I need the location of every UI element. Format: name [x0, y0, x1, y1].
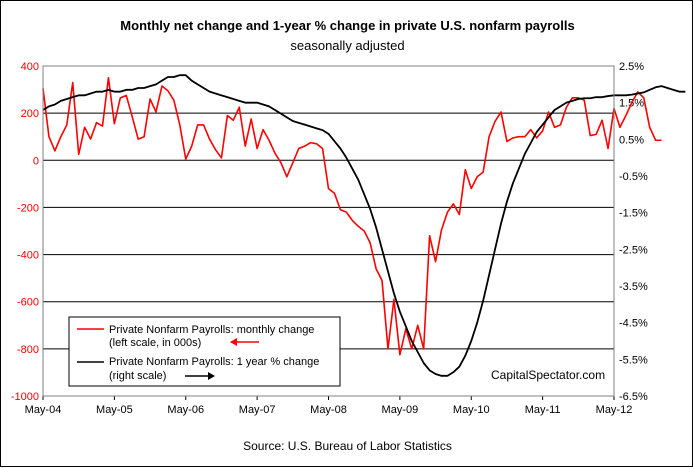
- chart-source: Source: U.S. Bureau of Labor Statistics: [243, 439, 452, 453]
- right-tick-label: 0.5%: [619, 134, 644, 146]
- right-tick-label: 2.5%: [619, 61, 644, 73]
- watermark: CapitalSpectator.com: [491, 368, 605, 382]
- x-tick-label: May-11: [525, 404, 561, 416]
- x-tick-label: May-07: [239, 404, 276, 416]
- left-tick-label: 200: [21, 108, 39, 120]
- right-tick-label: -4.5%: [619, 318, 648, 330]
- x-axis-ticks: May-04 May-05 May-06 May-07 May-08 May-09 May-…: [25, 396, 633, 416]
- right-axis-labels: 2.5%1.5%0.5%-0.5%-1.5%-2.5%-3.5%-4.5%-5.…: [619, 61, 648, 403]
- left-tick-label: 0: [33, 155, 39, 167]
- left-tick-label: 400: [21, 61, 39, 73]
- legend-label-monthly: Private Nonfarm Payrolls: monthly change: [109, 324, 314, 336]
- legend-arrow-right-head: [208, 372, 215, 380]
- legend-arrow-left-head: [230, 338, 237, 346]
- plot-area-border: [42, 65, 615, 397]
- x-tick-label: May-10: [453, 404, 490, 416]
- series-lines: [42, 74, 686, 377]
- left-tick-label: -600: [17, 297, 39, 309]
- x-tick-label: May-04: [25, 404, 62, 416]
- left-axis-labels: 400 200 0 -200 -400 -600 -800 -1000: [11, 61, 39, 403]
- x-tick-label: May-08: [310, 404, 347, 416]
- x-tick-label: May-12: [596, 404, 633, 416]
- left-tick-label: -1000: [11, 391, 39, 403]
- legend: Private Nonfarm Payrolls: monthly change…: [68, 316, 341, 387]
- series-line-monthly-change: [42, 76, 662, 356]
- right-tick-label: -6.5%: [619, 391, 648, 403]
- legend-note-yoy: (right scale): [109, 370, 166, 382]
- left-tick-label: -400: [17, 250, 39, 262]
- chart-title: Monthly net change and 1-year % change i…: [120, 18, 575, 33]
- series-line-yoy-change: [42, 74, 686, 377]
- x-tick-label: May-09: [382, 404, 419, 416]
- x-tick-label: May-06: [167, 404, 204, 416]
- left-tick-label: -800: [17, 344, 39, 356]
- right-tick-label: -3.5%: [619, 281, 648, 293]
- right-tick-label: -1.5%: [619, 208, 648, 220]
- right-tick-label: -0.5%: [619, 171, 648, 183]
- chart-subtitle: seasonally adjusted: [290, 38, 405, 53]
- right-tick-label: -2.5%: [619, 244, 648, 256]
- x-tick-label: May-05: [96, 404, 133, 416]
- right-tick-label: -5.5%: [619, 354, 648, 366]
- legend-note-monthly: (left scale, in 000s): [109, 337, 201, 349]
- left-tick-label: -200: [17, 202, 39, 214]
- legend-label-yoy: Private Nonfarm Payrolls: 1 year % chang…: [109, 356, 319, 368]
- legend-box: [68, 316, 341, 387]
